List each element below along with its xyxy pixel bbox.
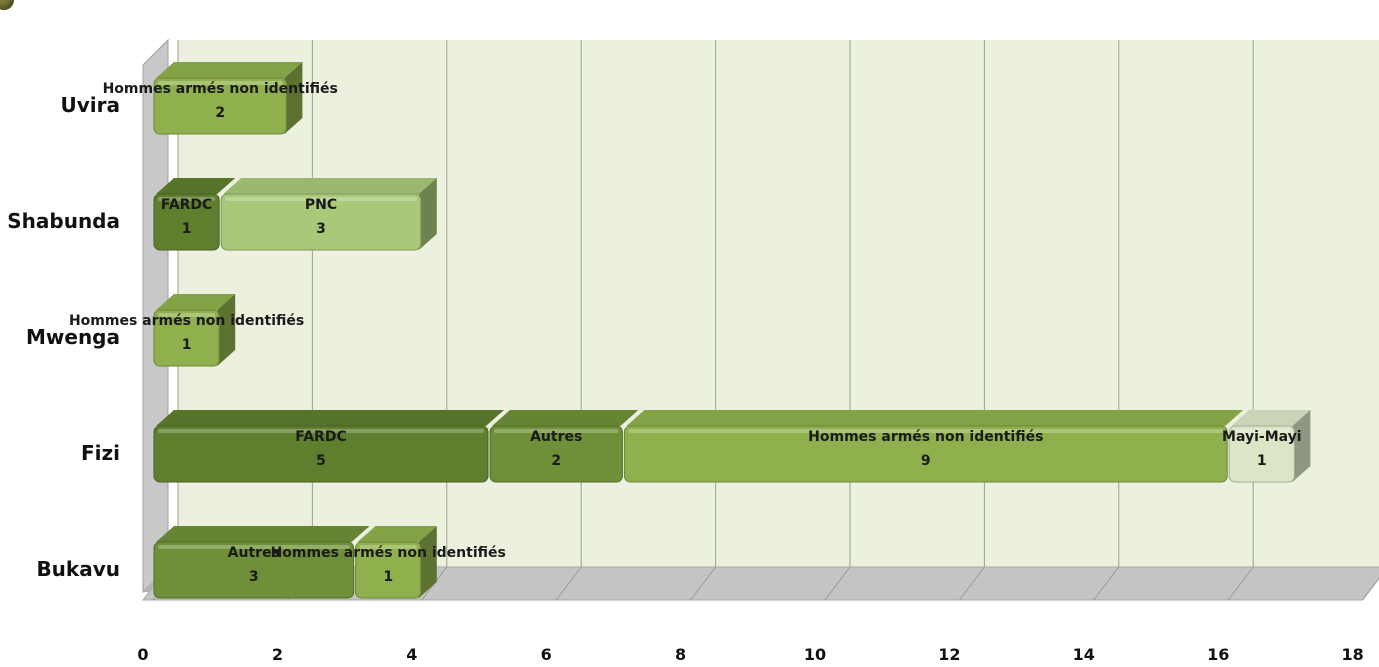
bar-top-face <box>223 178 437 194</box>
category-tick-label: Shabunda <box>7 209 120 233</box>
bar-top-face <box>156 62 303 78</box>
x-tick-label: 2 <box>272 645 283 663</box>
data-label-series: Mayi-Mayi <box>1222 429 1302 445</box>
bar-front-face <box>355 541 422 599</box>
floor-gridline <box>1093 566 1120 601</box>
data-label-series: Hommes armés non identifiés <box>808 429 1043 445</box>
data-label-value: 3 <box>316 221 326 237</box>
bar-front-face <box>623 425 1228 483</box>
floor-gridline <box>1227 566 1254 601</box>
bar-front-face <box>153 541 355 599</box>
data-label-value: 5 <box>316 453 326 469</box>
data-label-series: PNC <box>305 197 337 213</box>
bar-highlight <box>158 429 484 433</box>
bar-front-face <box>153 77 287 135</box>
data-label-value: 1 <box>1257 453 1267 469</box>
x-tick-label: 10 <box>804 645 826 663</box>
bar-highlight <box>158 81 283 85</box>
category-tick-label: Bukavu <box>36 557 120 581</box>
data-label-series: FARDC <box>295 429 346 445</box>
bar-front-face <box>153 193 220 251</box>
floor-gridline <box>824 566 851 601</box>
bar-segment <box>1228 410 1311 483</box>
data-label-series: Autres <box>228 545 280 561</box>
bar-top-face <box>492 410 639 426</box>
x-tick-label: 14 <box>1073 645 1095 663</box>
bar-side-face <box>1292 410 1311 482</box>
data-label-series: Hommes armés non identifiés <box>69 313 304 329</box>
bar-highlight <box>158 545 350 549</box>
bar-highlight <box>359 545 417 549</box>
bar-highlight <box>494 429 619 433</box>
title-bullet-icon <box>0 0 14 10</box>
bar-highlight <box>628 429 1224 433</box>
bar-top-face <box>156 294 236 310</box>
bar-segment <box>153 62 303 135</box>
bar-top-face <box>156 178 236 194</box>
x-tick-label: 18 <box>1341 645 1363 663</box>
bar-top-face <box>156 526 370 542</box>
data-label-series: Hommes armés non identifiés <box>103 81 338 97</box>
category-tick-label: Fizi <box>81 441 120 465</box>
data-label-value: 1 <box>182 337 192 353</box>
bar-segment <box>153 294 236 367</box>
data-label-value: 1 <box>182 221 192 237</box>
data-label-value: 2 <box>551 453 561 469</box>
bar-top-face <box>357 526 437 542</box>
data-label-value: 2 <box>215 105 225 121</box>
data-label-series: Autres <box>530 429 582 445</box>
bar-highlight <box>158 313 216 317</box>
data-label-series: Hommes armés non identifiés <box>271 545 506 561</box>
bar-segment <box>153 410 504 483</box>
bar-front-face <box>220 193 422 251</box>
floor-gridline <box>1362 577 1379 601</box>
bar-segment <box>355 526 437 599</box>
category-tick-label: Mwenga <box>26 325 120 349</box>
bar-highlight <box>158 197 216 201</box>
x-tick-label: 12 <box>938 645 960 663</box>
category-tick-label: Uvira <box>61 93 121 117</box>
bar-front-face <box>1228 425 1295 483</box>
bar-segment <box>623 410 1244 483</box>
floor-gridline <box>555 566 582 601</box>
plot-back-wall <box>178 40 1379 567</box>
x-tick-label: 16 <box>1207 645 1229 663</box>
x-tick-label: 8 <box>675 645 686 663</box>
bar-front-face <box>153 309 220 367</box>
bar-highlight <box>1233 429 1291 433</box>
data-label-value: 1 <box>383 569 393 585</box>
data-label-series: FARDC <box>161 197 212 213</box>
floor-gridline <box>690 566 716 601</box>
bar-segment <box>153 526 370 599</box>
bar-segment <box>489 410 639 483</box>
bar-top-face <box>156 410 504 426</box>
bar-front-face <box>153 425 489 483</box>
x-tick-label: 6 <box>541 645 552 663</box>
bar-side-face <box>284 62 303 134</box>
bar-segment <box>220 178 437 251</box>
x-tick-label: 4 <box>406 645 417 663</box>
bar-segment <box>153 178 236 251</box>
bar-top-face <box>1231 410 1311 426</box>
bar-front-face <box>489 425 623 483</box>
bar-side-face <box>217 294 236 366</box>
data-label-value: 3 <box>249 569 259 585</box>
floor-gridline <box>959 566 985 601</box>
bar-highlight <box>225 197 417 201</box>
data-label-value: 9 <box>921 453 931 469</box>
bar-side-face <box>418 178 437 250</box>
x-tick-label: 0 <box>137 645 148 663</box>
bar-side-face <box>418 526 437 598</box>
bar-top-face <box>626 410 1244 426</box>
